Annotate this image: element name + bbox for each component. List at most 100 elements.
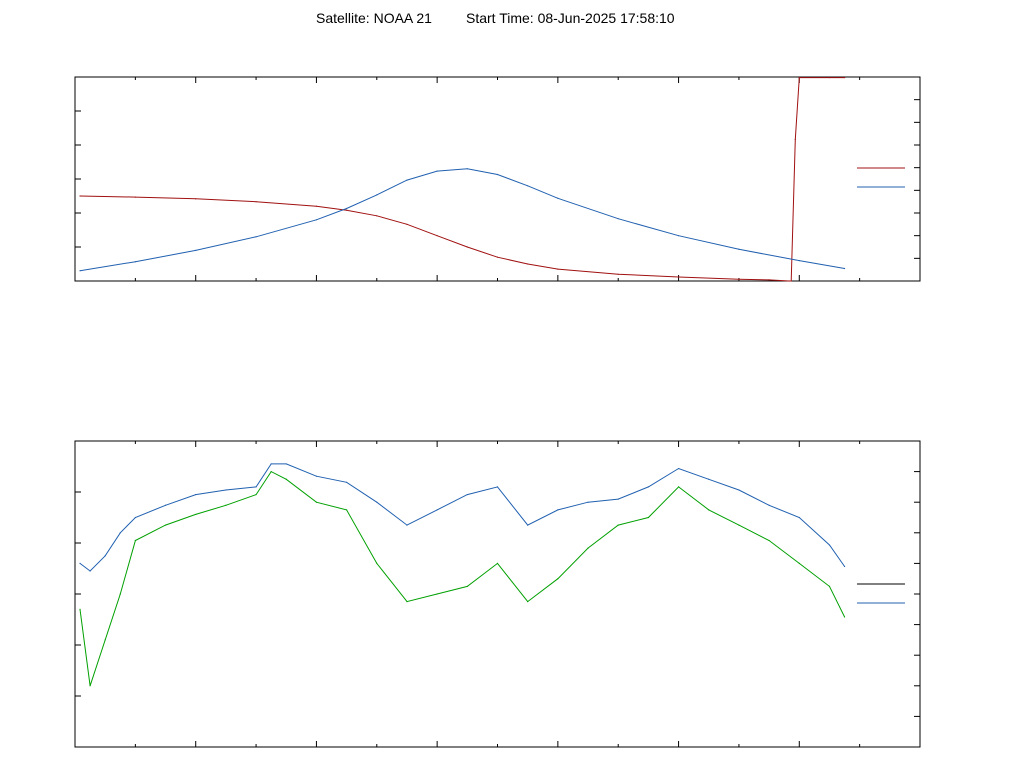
series-point [466, 585, 468, 587]
series-point [557, 578, 559, 580]
series-point [798, 516, 800, 519]
series-point [557, 268, 559, 270]
series-point [466, 493, 468, 496]
series-point [285, 478, 287, 480]
series-point [134, 261, 136, 263]
series-point [496, 256, 499, 258]
series-point [738, 248, 740, 250]
series-point [587, 547, 589, 549]
series-point [255, 493, 257, 496]
series-point [768, 504, 770, 506]
series-point [798, 260, 800, 262]
series-point [119, 593, 121, 595]
receive-signal-chart [74, 440, 921, 748]
series-point [315, 205, 318, 207]
series-point [436, 170, 438, 172]
series-point [315, 475, 318, 477]
series-point [677, 235, 680, 237]
series-point [134, 516, 136, 519]
series-line [79, 168, 845, 272]
series-point [195, 249, 197, 251]
series-point [195, 513, 197, 516]
series-point [466, 168, 468, 170]
series-point [496, 173, 499, 176]
series-line [79, 470, 846, 686]
series-point [376, 194, 378, 196]
series-point [406, 524, 408, 526]
series-point [79, 562, 81, 565]
series-point [376, 215, 378, 217]
series-point [79, 608, 81, 610]
series-point [843, 267, 846, 270]
series-point [794, 138, 796, 140]
series-point [406, 601, 408, 603]
series-point [255, 201, 257, 203]
series-point [647, 516, 649, 519]
series-point [738, 489, 740, 491]
series-point [557, 197, 559, 199]
series-point [225, 489, 227, 491]
start-time-label: Start Time: 08-Jun-2025 17:58:10 [466, 10, 675, 26]
series-point [255, 486, 257, 488]
series-point [315, 219, 318, 221]
series-point [843, 565, 846, 568]
series-point [406, 223, 408, 225]
series-point [466, 246, 468, 248]
series-point [346, 509, 348, 511]
series-point [647, 486, 649, 488]
series-point [768, 279, 770, 281]
series-point [617, 498, 619, 500]
series-point [79, 195, 81, 197]
series-point [134, 196, 136, 198]
series-point [617, 524, 619, 526]
series-point [617, 218, 619, 220]
series-point [79, 270, 81, 272]
series-point [557, 509, 559, 511]
series-point [104, 639, 106, 641]
series-point [195, 198, 197, 200]
satellite-label: Satellite: NOAA 21 [316, 10, 432, 26]
series-point [436, 509, 438, 511]
series-point [527, 601, 529, 603]
series-point [270, 463, 272, 465]
series-point [164, 524, 167, 526]
series-point [436, 235, 438, 237]
series-point [496, 486, 499, 488]
series-point [790, 280, 792, 282]
series-point [527, 185, 529, 187]
series-point [346, 481, 348, 483]
series-point [376, 501, 378, 503]
series-point [708, 509, 710, 511]
series-point [677, 486, 680, 488]
series-point [708, 478, 710, 480]
series-point [376, 562, 378, 565]
series-point [788, 280, 790, 282]
series-point [738, 524, 740, 526]
series-point [828, 585, 831, 587]
series-point [285, 463, 287, 465]
series-point [436, 593, 438, 595]
series-point [828, 76, 831, 79]
series-point [527, 263, 529, 265]
series-point [119, 532, 121, 534]
series-point [677, 467, 680, 470]
series-point [89, 570, 91, 572]
series-point [768, 539, 770, 542]
series-line [79, 463, 846, 572]
series-point [346, 209, 348, 211]
series-point [527, 524, 529, 526]
series-point [164, 504, 167, 506]
series-point [617, 273, 619, 275]
series-point [587, 501, 589, 503]
series-point [828, 544, 831, 546]
series-point [195, 493, 197, 496]
series-point [677, 276, 680, 278]
position-chart [74, 76, 921, 282]
series-point [798, 562, 800, 565]
series-point [738, 278, 740, 280]
series-point [406, 179, 408, 181]
series-point [496, 562, 499, 565]
series-point [225, 504, 227, 506]
plot-frame [74, 76, 921, 282]
series-point [270, 471, 272, 473]
